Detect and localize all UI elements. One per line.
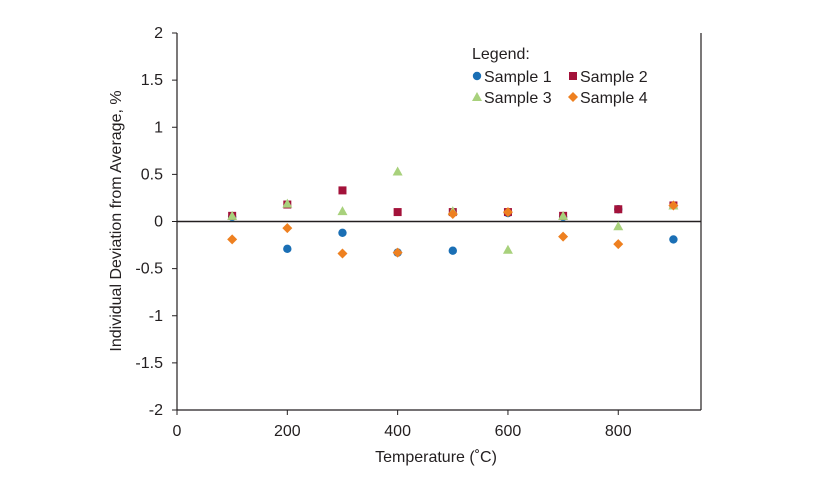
legend-title: Legend: — [472, 46, 530, 63]
y-tick-label: -1 — [149, 308, 163, 325]
x-tick-label: 400 — [384, 423, 411, 440]
y-tick-label: 2 — [154, 25, 163, 42]
data-point — [614, 205, 622, 213]
x-tick-label: 600 — [495, 423, 522, 440]
legend-marker — [473, 72, 481, 80]
data-point — [338, 186, 346, 194]
data-point — [669, 235, 677, 243]
y-tick-label: -2 — [149, 402, 163, 419]
x-tick-label: 0 — [173, 423, 182, 440]
x-tick-label: 200 — [274, 423, 301, 440]
data-point — [337, 206, 347, 215]
data-point — [394, 208, 402, 216]
data-point — [503, 245, 513, 254]
y-tick-label: -1.5 — [135, 355, 163, 372]
data-point — [613, 221, 623, 230]
data-point — [282, 223, 292, 233]
data-points — [227, 167, 678, 259]
y-tick-label: -0.5 — [135, 261, 163, 278]
x-axis-title: Temperature (˚C) — [375, 449, 497, 466]
data-point — [337, 249, 347, 259]
data-point — [227, 234, 237, 244]
y-axis-title: Individual Deviation from Average, % — [108, 90, 125, 351]
legend-label: Sample 4 — [580, 90, 648, 107]
x-tick-label: 800 — [605, 423, 632, 440]
legend-label: Sample 2 — [580, 69, 648, 86]
y-tick-label: 0 — [154, 214, 163, 231]
y-tick-label: 1.5 — [141, 72, 163, 89]
data-point — [393, 167, 403, 176]
data-point — [558, 232, 568, 242]
legend-label: Sample 3 — [484, 90, 552, 107]
legend: Legend: Sample 1 Sample 2 Sample 3 Sample 4 — [472, 46, 648, 107]
data-point — [338, 229, 346, 237]
y-tick-label: 1 — [154, 119, 163, 136]
data-point — [393, 248, 403, 258]
data-point — [283, 245, 291, 253]
data-point — [449, 247, 457, 255]
legend-marker — [569, 72, 577, 80]
legend-marker — [568, 92, 578, 102]
legend-marker — [472, 92, 482, 101]
y-tick-label: 0.5 — [141, 166, 163, 183]
legend-label: Sample 1 — [484, 69, 552, 86]
data-point — [613, 239, 623, 249]
axes: 2 1.5 1 0.5 0 -0.5 -1 -1.5 -2 0 200 400 600 800 — [135, 25, 701, 440]
